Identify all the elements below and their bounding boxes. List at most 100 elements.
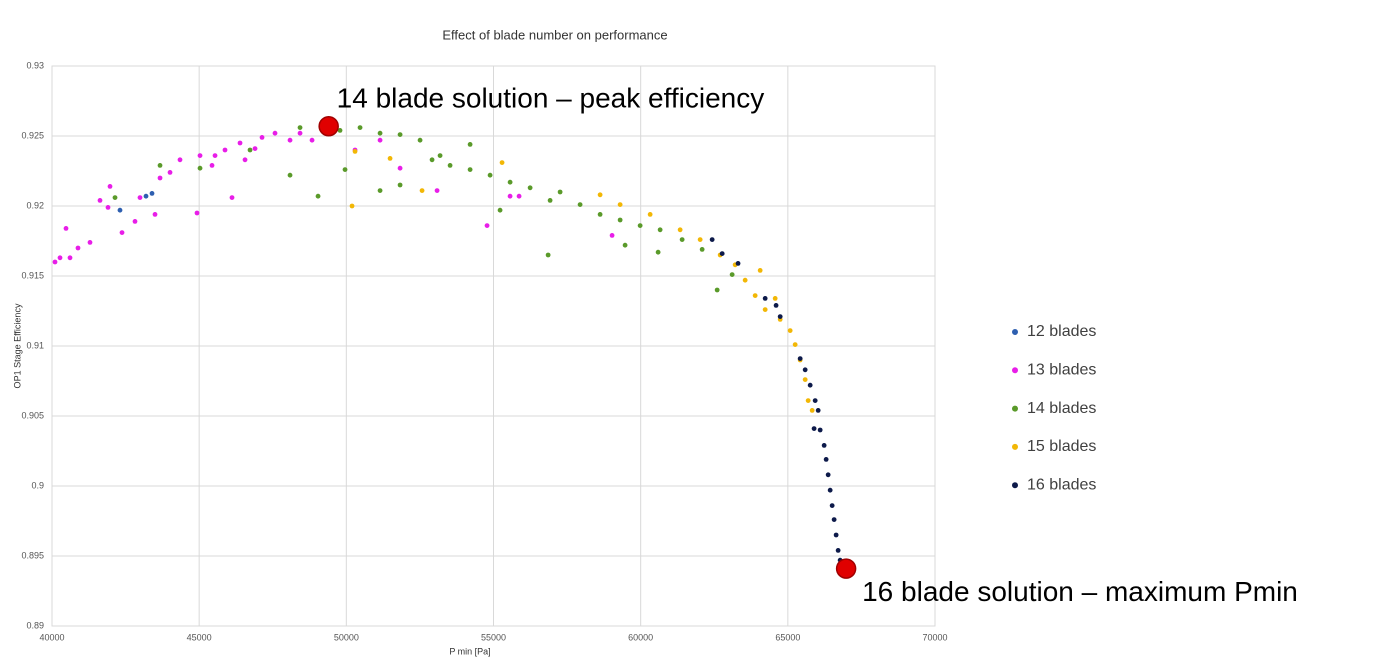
data-point [497, 207, 503, 213]
data-point [709, 237, 715, 243]
data-point [545, 252, 551, 258]
legend-marker [1012, 405, 1018, 412]
y-tick-label: 0.9 [31, 480, 44, 490]
data-point [527, 185, 533, 191]
data-point [149, 191, 155, 196]
data-point [377, 137, 383, 143]
data-point [752, 293, 758, 298]
data-point [209, 163, 215, 168]
x-tick-label: 50000 [334, 632, 359, 642]
data-point [447, 163, 453, 168]
annotation-text: 16 blade solution – maximum Pmin [862, 576, 1298, 607]
x-tick-label: 70000 [922, 632, 947, 642]
data-point [97, 198, 103, 203]
data-point [647, 212, 653, 217]
data-point [342, 167, 348, 173]
data-point [197, 153, 203, 159]
data-point [802, 367, 808, 373]
data-point [805, 398, 811, 403]
data-point [349, 203, 355, 209]
data-point [387, 156, 393, 161]
legend-marker [1012, 329, 1018, 335]
data-point [119, 230, 125, 236]
data-point [729, 272, 735, 277]
data-point [419, 188, 425, 194]
data-point [297, 125, 303, 130]
data-point [287, 137, 293, 143]
x-tick-label: 60000 [628, 632, 653, 642]
data-point [222, 147, 228, 153]
data-point [792, 342, 798, 347]
data-point [831, 517, 837, 522]
data-point [823, 457, 829, 462]
x-tick-label: 40000 [39, 632, 64, 642]
data-point [352, 149, 358, 154]
legend-marker [1012, 367, 1018, 374]
data-point [212, 153, 218, 159]
data-point [547, 198, 553, 203]
data-point [287, 172, 293, 178]
data-point [827, 487, 833, 493]
data-point [697, 237, 703, 243]
data-point [112, 195, 118, 201]
data-point [377, 188, 383, 194]
data-point [434, 188, 440, 194]
data-point [297, 130, 303, 136]
data-point [802, 377, 808, 382]
data-point [484, 223, 490, 229]
data-point [247, 147, 253, 153]
data-point [437, 153, 443, 159]
data-point [825, 472, 831, 478]
data-point [242, 157, 248, 163]
data-point [63, 226, 69, 231]
data-point [57, 255, 63, 261]
data-point [807, 382, 813, 388]
x-tick-label: 45000 [187, 632, 212, 642]
x-tick-label: 55000 [481, 632, 506, 642]
data-point [337, 127, 343, 133]
data-point [157, 175, 163, 181]
data-point [177, 157, 183, 163]
data-point [237, 140, 243, 146]
data-point [657, 227, 663, 233]
data-point [617, 202, 623, 208]
y-tick-label: 0.91 [26, 340, 44, 350]
data-point [811, 426, 817, 431]
data-point [197, 165, 203, 171]
highlight-point [835, 558, 857, 579]
data-point [272, 130, 278, 136]
y-tick-label: 0.895 [21, 550, 44, 560]
data-point [835, 548, 841, 553]
data-point [143, 193, 149, 199]
data-point [773, 303, 779, 308]
legend-label: 16 blades [1027, 476, 1096, 493]
data-point [762, 296, 768, 301]
data-point [742, 277, 748, 283]
data-point [699, 247, 705, 252]
legend-marker [1012, 443, 1018, 450]
data-point [507, 193, 513, 199]
data-point [772, 296, 778, 301]
data-point [809, 408, 815, 413]
legend-marker [1012, 482, 1018, 489]
data-point [757, 268, 763, 273]
data-point [252, 146, 258, 152]
data-point [815, 408, 821, 413]
data-point [229, 195, 235, 201]
data-point [75, 245, 81, 251]
data-point [157, 163, 163, 168]
data-point [507, 179, 513, 185]
data-point [315, 193, 321, 199]
data-point [132, 219, 138, 224]
x-axis-label: P min [Pa] [449, 646, 490, 656]
annotation-text: 14 blade solution – peak efficiency [337, 83, 765, 114]
data-point [467, 167, 473, 173]
data-point [609, 233, 615, 238]
y-tick-label: 0.905 [21, 410, 44, 420]
data-point [617, 217, 623, 223]
data-point [377, 130, 383, 136]
data-point [719, 251, 725, 256]
data-point [677, 227, 683, 233]
data-point [67, 255, 73, 261]
data-point [429, 157, 435, 163]
